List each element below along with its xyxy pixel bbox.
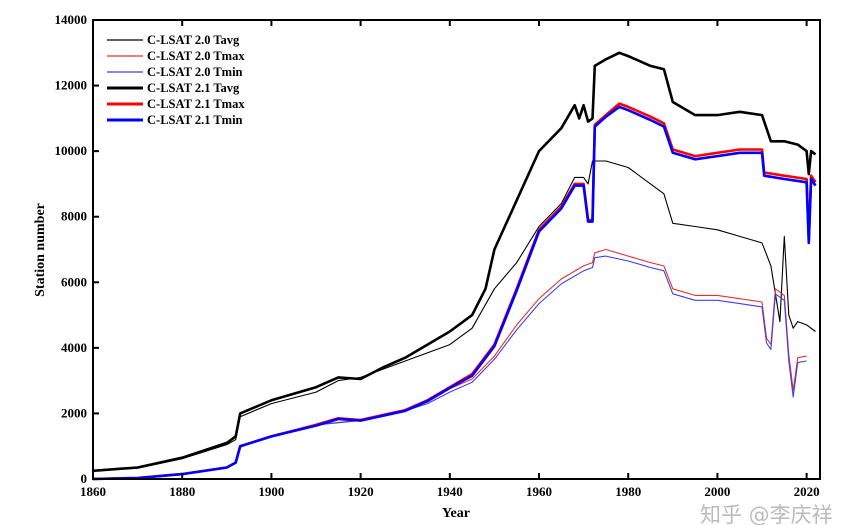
x-tick-label: 1980 (615, 484, 641, 499)
legend-label: C-LSAT 2.0 Tmin (147, 65, 243, 79)
legend-label: C-LSAT 2.0 Tmax (147, 49, 245, 63)
y-tick-label: 0 (81, 471, 88, 486)
series-line-c-lsat-2-1-tavg (92, 51, 817, 473)
y-tick-label: 10000 (55, 143, 88, 158)
y-tick-label: 6000 (61, 274, 87, 289)
x-tick-label: 1960 (526, 484, 552, 499)
y-tick-label: 8000 (61, 209, 87, 224)
x-tick-label: 1860 (80, 484, 106, 499)
y-tick-label: 4000 (61, 340, 87, 355)
y-tick-label: 12000 (55, 78, 88, 93)
x-tick-label: 1880 (169, 484, 195, 499)
plot-frame (92, 19, 821, 480)
legend-label: C-LSAT 2.1 Tmin (147, 113, 243, 127)
legend-label: C-LSAT 2.1 Tmax (147, 97, 245, 111)
series-line-c-lsat-2-1-tmin (92, 105, 817, 481)
series-layer (92, 51, 817, 481)
x-tick-label: 2000 (704, 484, 730, 499)
x-tick-label: 1940 (437, 484, 463, 499)
series-line-c-lsat-2-0-tavg (92, 160, 816, 472)
y-tick-label: 14000 (55, 12, 88, 27)
ticks-layer: 1860 1880 1900 1920 1940 1960 1980 2000 2020 0 200… (55, 12, 820, 499)
legend-label: C-LSAT 2.0 Tavg (147, 33, 240, 47)
x-tick-label: 1920 (348, 484, 374, 499)
y-axis-label: Station number (33, 203, 48, 297)
y-tick-label: 2000 (61, 405, 87, 420)
legend-label: C-LSAT 2.1 Tavg (147, 81, 240, 95)
series-line-c-lsat-2-0-tmin (92, 255, 807, 480)
series-line-c-lsat-2-1-tmax (92, 102, 817, 481)
series-line-c-lsat-2-0-tmax (92, 248, 807, 480)
x-axis-label: Year (442, 506, 470, 521)
watermark: 知乎 @李庆祥 (700, 503, 833, 525)
x-tick-label: 2020 (794, 484, 820, 499)
x-tick-label: 1900 (258, 484, 284, 499)
legend: C-LSAT 2.0 Tavg C-LSAT 2.0 Tmax C-LSAT 2.0… (107, 33, 245, 127)
